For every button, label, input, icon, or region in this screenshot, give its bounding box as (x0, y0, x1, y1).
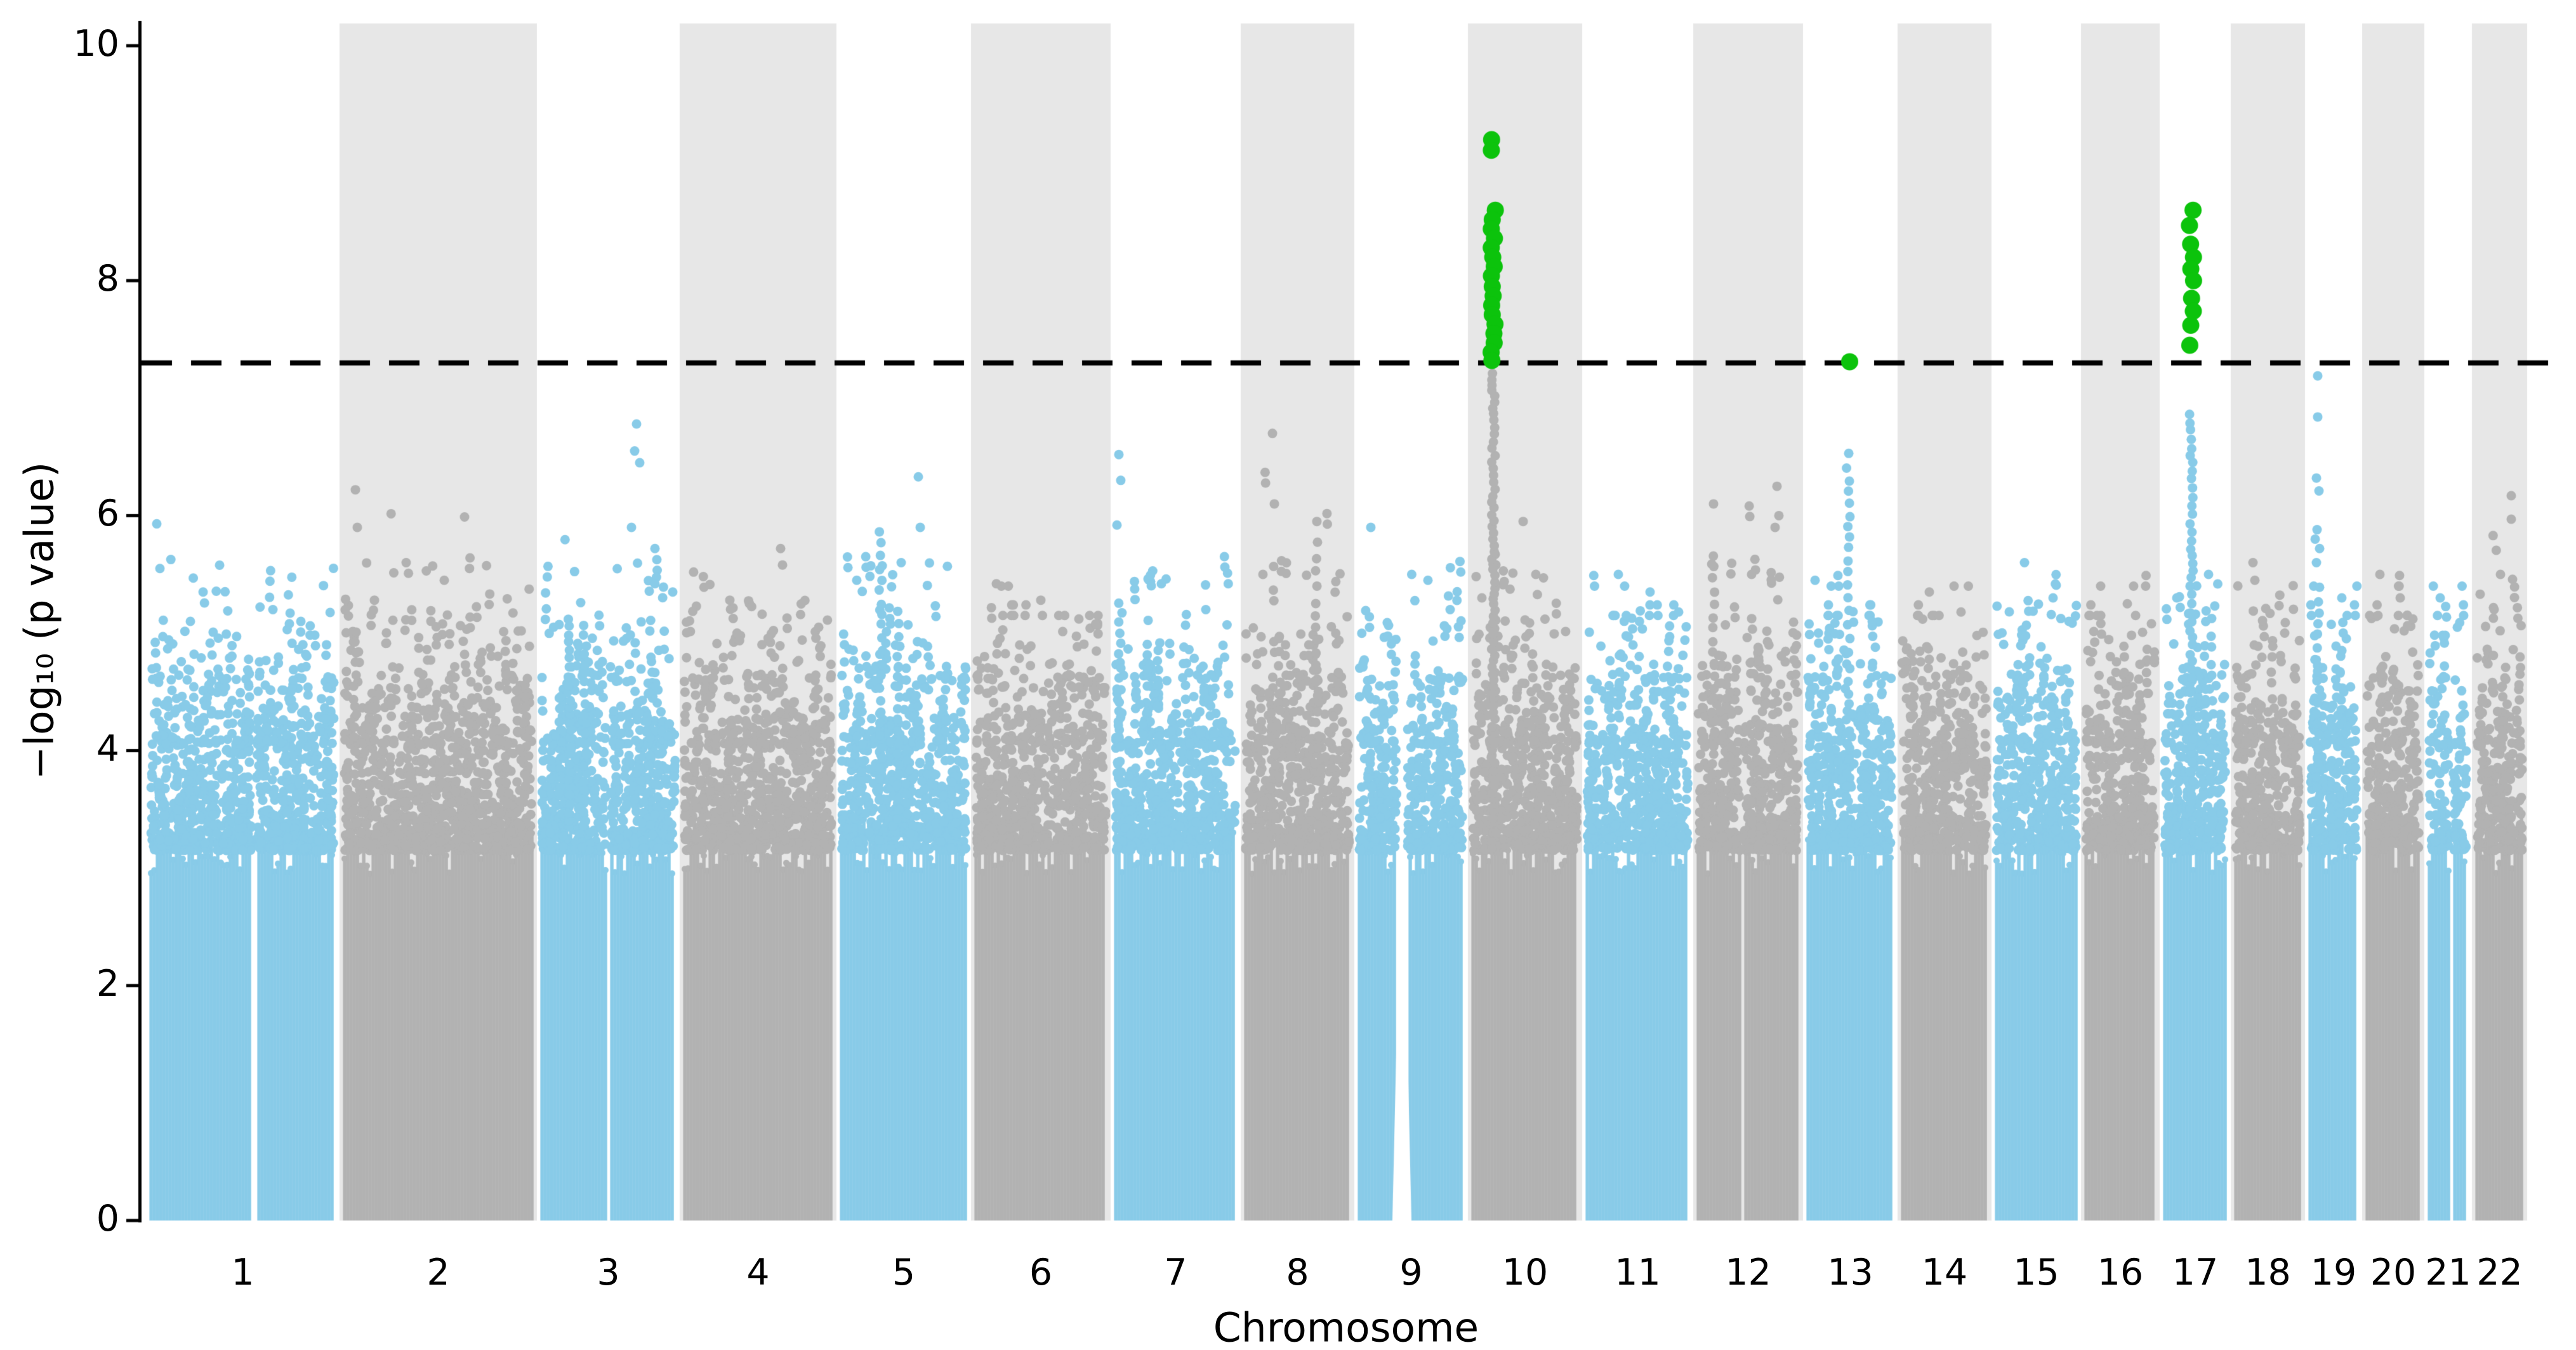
y-tick-label: 6 (96, 493, 119, 535)
chromosome-tick-label: 6 (1029, 1252, 1053, 1294)
chromosome-tick-label: 7 (1164, 1252, 1187, 1294)
chromosome-tick-label: 16 (2097, 1252, 2144, 1294)
chromosome-tick-label: 5 (892, 1252, 916, 1294)
chromosome-tick-label: 18 (2245, 1252, 2291, 1294)
chromosome-tick-label: 13 (1827, 1252, 1873, 1294)
chromosome-tick-label: 21 (2425, 1252, 2471, 1294)
y-tick-label: 2 (96, 962, 119, 1005)
chromosome-tick-label: 15 (2013, 1252, 2059, 1294)
y-tick-label: 0 (96, 1198, 119, 1240)
chromosome-tick-label: 3 (597, 1252, 620, 1294)
x-axis-label: Chromosome (1213, 1304, 1479, 1350)
chromosome-tick-label: 9 (1399, 1252, 1423, 1294)
y-tick-label: 10 (73, 23, 119, 65)
chromosome-tick-label: 17 (2172, 1252, 2219, 1294)
chromosome-tick-label: 4 (746, 1252, 770, 1294)
y-tick-label: 4 (96, 727, 119, 770)
chromosome-tick-label: 12 (1725, 1252, 1771, 1294)
chromosome-tick-label: 22 (2476, 1252, 2523, 1294)
chromosome-tick-label: 10 (1502, 1252, 1549, 1294)
y-tick-label: 8 (96, 258, 119, 300)
chromosome-tick-label: 2 (426, 1252, 450, 1294)
chromosome-tick-label: 20 (2370, 1252, 2417, 1294)
chromosome-tick-label: 11 (1615, 1252, 1661, 1294)
chromosome-tick-label: 8 (1286, 1252, 1309, 1294)
chromosome-tick-label: 1 (231, 1252, 254, 1294)
chromosome-tick-label: 19 (2310, 1252, 2357, 1294)
chromosome-tick-label: 14 (1921, 1252, 1968, 1294)
